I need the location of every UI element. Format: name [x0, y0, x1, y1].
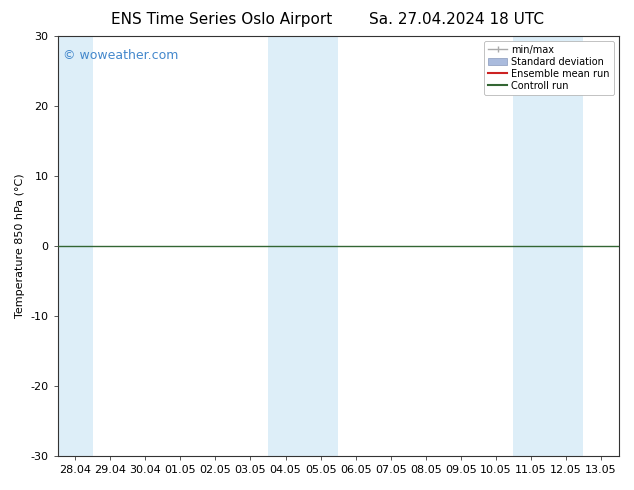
Text: Sa. 27.04.2024 18 UTC: Sa. 27.04.2024 18 UTC [369, 12, 544, 27]
Text: © woweather.com: © woweather.com [63, 49, 179, 62]
Y-axis label: Temperature 850 hPa (°C): Temperature 850 hPa (°C) [15, 174, 25, 318]
Bar [58, 36, 93, 456]
Bar [514, 36, 583, 456]
Legend: min/max, Standard deviation, Ensemble mean run, Controll run: min/max, Standard deviation, Ensemble me… [484, 41, 614, 95]
Bar [268, 36, 338, 456]
Text: ENS Time Series Oslo Airport: ENS Time Series Oslo Airport [112, 12, 332, 27]
